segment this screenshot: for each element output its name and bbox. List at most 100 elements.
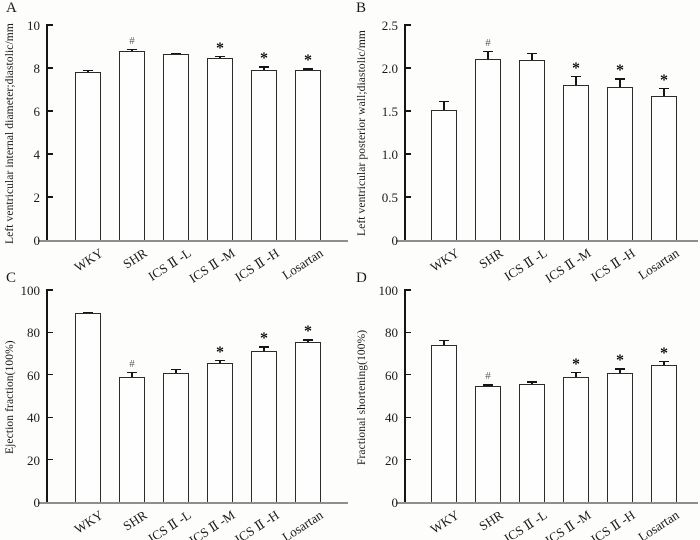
y-tick-label: 2.0 <box>381 61 398 76</box>
error-bar-cap <box>215 55 225 57</box>
error-bar-stem <box>263 66 265 70</box>
error-bar-stem <box>575 371 577 377</box>
bar-Losartan <box>295 70 321 240</box>
error-bar-cap <box>259 346 269 348</box>
panel-letter: C <box>6 270 17 286</box>
y-tick <box>47 153 53 155</box>
error-bar-cap <box>303 339 313 341</box>
bar-Losartan <box>651 96 677 240</box>
error-bar-cap <box>571 371 581 373</box>
error-bar-cap <box>127 48 137 51</box>
y-tick <box>405 24 411 26</box>
bar-ICS Ⅱ -M <box>207 363 233 502</box>
y-tick-label: 2 <box>33 190 41 205</box>
panel-letter: B <box>356 0 367 16</box>
error-bar-cap <box>171 52 181 55</box>
star-annotation: * <box>260 50 268 68</box>
y-tick <box>405 196 411 198</box>
y-tick-label: 60 <box>385 367 398 383</box>
bar-WKY <box>75 71 101 240</box>
error-bar-stem <box>487 50 489 60</box>
y-tick <box>405 153 411 155</box>
y-tick-label: 80 <box>27 325 40 341</box>
star-annotation: * <box>260 330 268 348</box>
error-bar-stem <box>663 87 665 97</box>
y-axis-line <box>46 24 48 240</box>
y-tick-label: 4 <box>33 147 41 162</box>
error-bar-cap <box>527 52 537 54</box>
hash-annotation: # <box>129 34 135 47</box>
error-bar-stem <box>443 100 445 111</box>
y-axis-label: Fractional shortening(100%) <box>356 329 368 465</box>
y-tick-label: 60 <box>27 367 40 383</box>
bar-ICS Ⅱ -H <box>251 351 277 502</box>
x-axis-line <box>396 502 698 504</box>
hash-annotation: # <box>485 370 491 383</box>
y-tick <box>47 196 53 198</box>
y-tick <box>47 374 53 376</box>
error-bar-cap <box>215 359 225 361</box>
y-tick <box>405 459 411 461</box>
panel-d: D Fractional shortening(100%) 0 20 40 60 80 1… <box>350 270 700 540</box>
error-bar-stem <box>619 368 621 373</box>
y-tick <box>405 110 411 112</box>
error-bar-cap <box>571 75 581 78</box>
bar-SHR <box>119 51 145 240</box>
error-bar-cap <box>527 381 537 383</box>
y-tick-label: 0 <box>391 233 399 248</box>
error-bar-cap <box>615 368 625 370</box>
error-bar-cap <box>127 371 137 373</box>
y-tick <box>405 374 411 376</box>
y-tick <box>47 24 53 26</box>
y-tick-label: 40 <box>27 410 40 426</box>
error-bar-stem <box>219 359 221 364</box>
hash-annotation: # <box>129 357 135 370</box>
y-tick-label: 0.5 <box>381 190 398 205</box>
y-tick-label: 2.5 <box>381 18 398 33</box>
y-axis-line <box>404 24 406 240</box>
bar-ICS Ⅱ -H <box>251 69 277 240</box>
y-tick <box>405 416 411 418</box>
panel-letter: D <box>356 270 367 286</box>
bar-ICS Ⅱ -H <box>607 372 633 502</box>
y-axis-label: Ejection fraction(100%) <box>4 340 16 454</box>
error-bar-cap <box>259 66 269 68</box>
bar-SHR <box>475 59 501 240</box>
error-bar-cap <box>483 50 493 53</box>
error-bar-cap <box>171 369 181 371</box>
y-tick <box>47 459 53 461</box>
bar-ICS Ⅱ -M <box>563 85 589 240</box>
y-tick-label: 10 <box>27 18 40 33</box>
error-bar-stem <box>531 52 533 61</box>
error-bar-cap <box>303 68 313 70</box>
y-tick-label: 0 <box>391 495 399 510</box>
x-axis-line <box>38 502 348 504</box>
y-tick <box>47 331 53 333</box>
panel-b: B Left ventricular posterior wall;diasto… <box>350 0 700 286</box>
panel-c: C Ejection fraction(100%) 0 20 40 60 80 100 WK… <box>0 270 350 540</box>
star-annotation: * <box>216 343 224 361</box>
y-axis-label: Left ventricular posterior wall;diastoli… <box>356 30 368 237</box>
error-bar-stem <box>219 55 221 59</box>
bar-Losartan <box>295 341 321 502</box>
y-tick-label: 100 <box>20 283 41 298</box>
bar-ICS Ⅱ -L <box>163 372 189 502</box>
bar-WKY <box>431 345 457 502</box>
panel-a: A Left ventricular internal diameter;dia… <box>0 0 350 286</box>
star-annotation: * <box>304 52 312 70</box>
y-tick-label: 40 <box>385 410 398 426</box>
y-tick-label: 0 <box>33 233 41 248</box>
y-tick <box>405 67 411 69</box>
error-bar-cap <box>615 78 625 80</box>
error-bar-cap <box>83 69 93 72</box>
y-tick <box>405 331 411 333</box>
error-bar-stem <box>619 78 621 87</box>
error-bar-cap <box>483 384 493 386</box>
y-tick-label: 20 <box>27 452 40 468</box>
star-annotation: * <box>660 345 668 363</box>
y-tick-label: 1.0 <box>381 147 398 162</box>
error-bar-cap <box>659 361 669 363</box>
star-annotation: * <box>572 355 580 373</box>
error-bar-stem <box>175 369 177 373</box>
